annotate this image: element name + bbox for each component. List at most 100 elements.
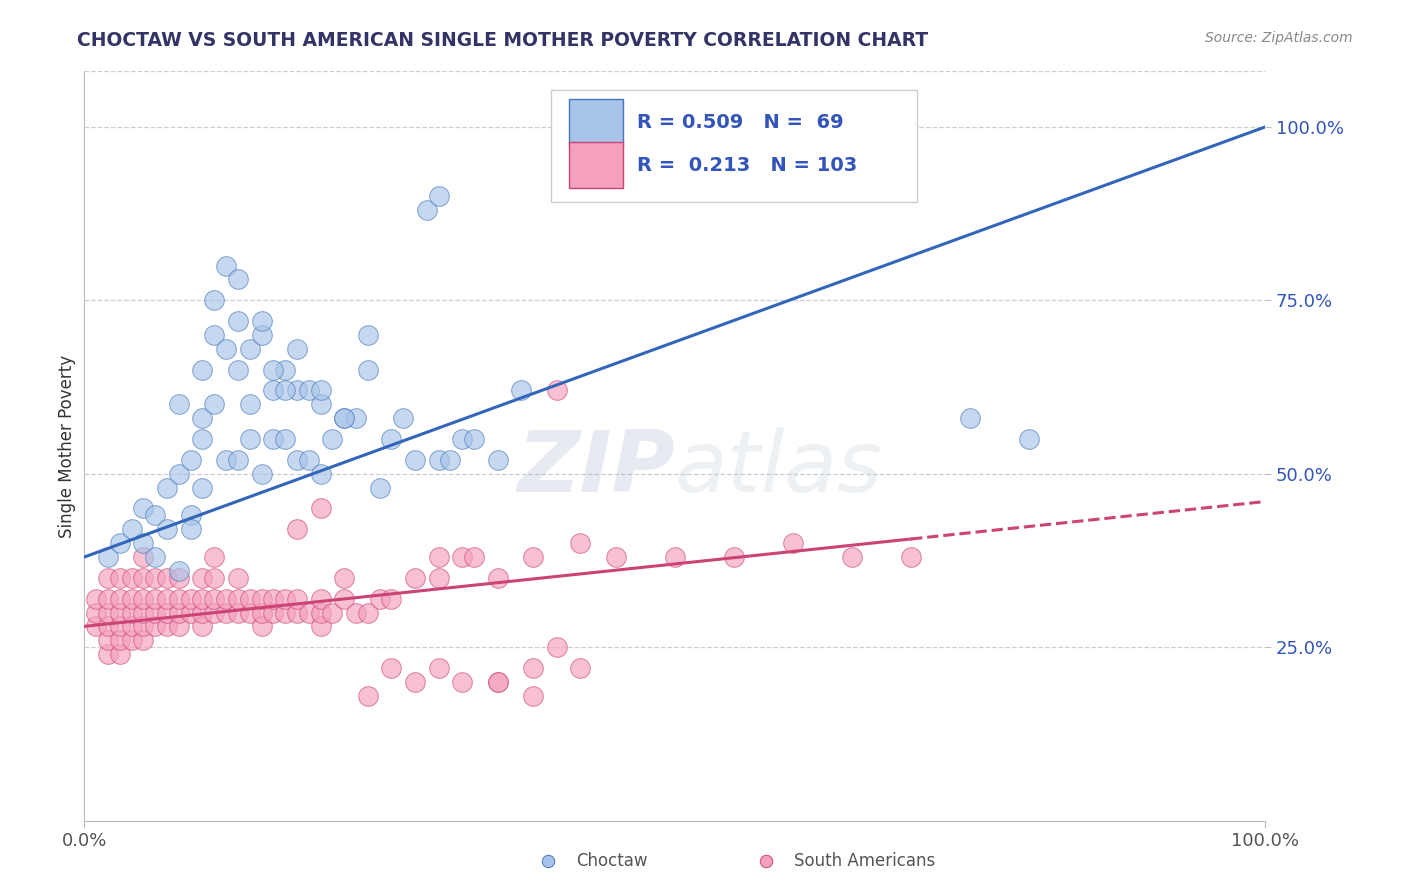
Point (180, 606, 202, 620)
Point (156, 619, 179, 633)
Point (959, 411, 981, 425)
Point (664, 549, 686, 564)
Point (156, 571, 179, 585)
Point (108, 619, 131, 633)
Point (143, 571, 166, 585)
Point (309, 501, 332, 516)
Point (202, 606, 225, 620)
Point (569, 661, 592, 675)
Point (262, 362, 284, 376)
Point (404, 571, 426, 585)
Point (84, 591, 107, 606)
Point (191, 362, 214, 376)
Point (108, 591, 131, 606)
Point (451, 432, 474, 446)
Point (167, 619, 190, 633)
Point (226, 362, 249, 376)
Point (755, 854, 778, 868)
Point (380, 661, 402, 675)
Point (392, 411, 415, 425)
Point (298, 384, 321, 398)
Point (108, 571, 131, 585)
Text: R = 0.509   N =  69: R = 0.509 N = 69 (637, 112, 844, 132)
Point (121, 619, 143, 633)
Point (285, 384, 308, 398)
Point (180, 508, 202, 523)
Point (191, 432, 214, 446)
Point (262, 591, 284, 606)
Point (108, 647, 131, 661)
Point (404, 453, 426, 467)
Point (156, 522, 179, 536)
Point (132, 633, 155, 648)
Point (121, 606, 143, 620)
Point (167, 606, 190, 620)
Point (463, 549, 485, 564)
Text: ZIP: ZIP (517, 427, 675, 510)
Point (191, 606, 214, 620)
Point (522, 661, 544, 675)
Point (357, 328, 380, 343)
Point (167, 397, 190, 411)
Point (121, 522, 143, 536)
Text: R =  0.213   N = 103: R = 0.213 N = 103 (637, 155, 858, 175)
Point (132, 549, 155, 564)
Point (202, 591, 225, 606)
Point (84, 619, 107, 633)
Text: South Americans: South Americans (794, 852, 935, 870)
Point (298, 606, 321, 620)
Point (1018, 432, 1040, 446)
Point (274, 591, 297, 606)
Point (250, 606, 273, 620)
Point (368, 591, 391, 606)
Point (357, 689, 380, 703)
Point (239, 606, 262, 620)
Point (368, 481, 391, 495)
Point (239, 397, 262, 411)
Point (309, 467, 332, 481)
Point (782, 536, 804, 550)
Point (463, 432, 485, 446)
Text: Source: ZipAtlas.com: Source: ZipAtlas.com (1205, 31, 1353, 45)
Point (250, 591, 273, 606)
Point (215, 591, 238, 606)
Point (321, 432, 343, 446)
Point (285, 453, 308, 467)
Point (156, 481, 179, 495)
Y-axis label: Single Mother Poverty: Single Mother Poverty (58, 354, 76, 538)
Point (900, 549, 922, 564)
Point (262, 384, 284, 398)
Point (451, 549, 474, 564)
Point (97, 633, 120, 648)
Point (723, 549, 745, 564)
Point (285, 522, 308, 536)
Point (239, 342, 262, 356)
Point (309, 397, 332, 411)
Point (97, 619, 120, 633)
Point (404, 674, 426, 689)
FancyBboxPatch shape (568, 100, 623, 145)
Point (167, 571, 190, 585)
FancyBboxPatch shape (568, 142, 623, 188)
Point (274, 432, 297, 446)
Point (143, 591, 166, 606)
Point (546, 640, 568, 655)
FancyBboxPatch shape (551, 90, 917, 202)
Point (226, 606, 249, 620)
Point (215, 606, 238, 620)
Point (380, 432, 402, 446)
Point (97, 606, 120, 620)
Point (333, 571, 356, 585)
Point (226, 453, 249, 467)
Point (285, 606, 308, 620)
Point (108, 536, 131, 550)
Point (250, 619, 273, 633)
Point (344, 411, 367, 425)
Point (416, 203, 439, 218)
Point (510, 384, 533, 398)
Point (180, 522, 202, 536)
Point (250, 314, 273, 328)
Point (321, 606, 343, 620)
Point (274, 384, 297, 398)
Point (156, 591, 179, 606)
